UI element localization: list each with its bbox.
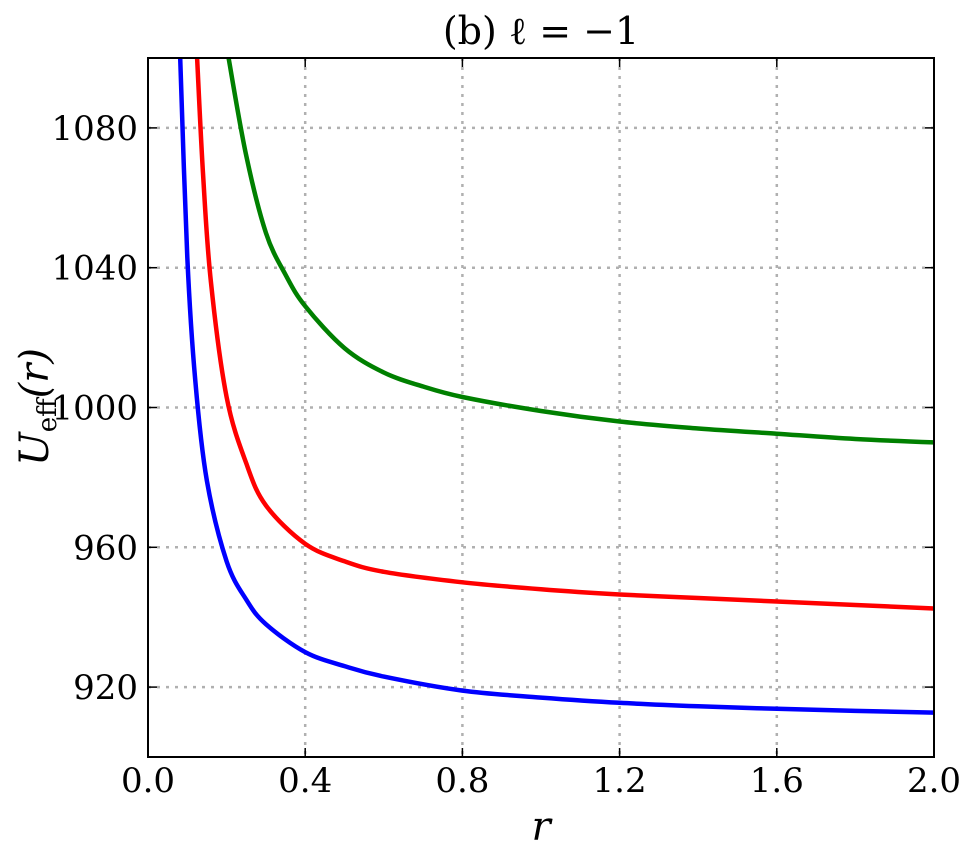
series-line-3 [226, 57, 935, 445]
y-tick-label: 920 [73, 668, 138, 708]
series-line-2 [194, 57, 935, 611]
y-tick-label: 1040 [51, 249, 138, 289]
x-tick-label: 0.0 [121, 761, 175, 801]
x-tick-labels: 0.0 0.4 0.8 1.2 1.6 2.0 [121, 761, 961, 801]
ticks [147, 58, 935, 757]
x-tick-label: 1.6 [750, 761, 804, 801]
y-tick-label: 960 [73, 528, 138, 568]
grid [148, 58, 934, 757]
y-tick-label: 1000 [51, 389, 138, 429]
y-axis-label: Ueff(r) [12, 348, 63, 466]
series-line-1 [177, 57, 935, 715]
y-axis-label-subscript: eff [33, 396, 63, 432]
y-tick-label: 1080 [51, 109, 138, 149]
y-axis-label-main: U [12, 431, 58, 466]
y-tick-labels: 920 960 1000 1040 1080 [51, 109, 138, 708]
chart-title: (b) ℓ = −1 [443, 9, 639, 53]
x-tick-label: 1.2 [593, 761, 647, 801]
x-tick-label: 0.4 [278, 761, 332, 801]
y-axis-label-argument: (r) [12, 348, 58, 398]
x-axis-label: r [531, 804, 553, 850]
series-group [177, 57, 935, 715]
x-tick-label: 2.0 [907, 761, 961, 801]
x-tick-label: 0.8 [435, 761, 489, 801]
